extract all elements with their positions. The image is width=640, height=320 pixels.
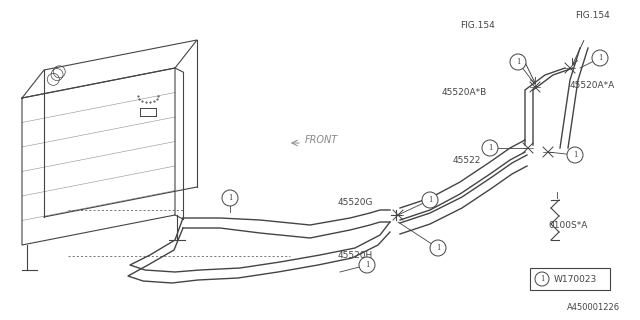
Text: 45520A*B: 45520A*B	[442, 88, 487, 97]
Text: 0100S*A: 0100S*A	[548, 221, 588, 230]
Text: 45520A*A: 45520A*A	[570, 81, 615, 90]
Text: 1: 1	[598, 54, 602, 62]
Text: FRONT: FRONT	[305, 135, 339, 145]
Circle shape	[510, 54, 526, 70]
Circle shape	[222, 190, 238, 206]
Circle shape	[535, 272, 549, 286]
Circle shape	[482, 140, 498, 156]
Text: 1: 1	[540, 275, 544, 283]
Circle shape	[592, 50, 608, 66]
Text: A450001226: A450001226	[567, 303, 620, 312]
Text: 1: 1	[488, 144, 492, 152]
Text: 1: 1	[516, 58, 520, 66]
Text: 1: 1	[573, 151, 577, 159]
Text: 45522: 45522	[453, 156, 481, 165]
Text: 45520H: 45520H	[338, 251, 373, 260]
Text: FIG.154: FIG.154	[460, 21, 495, 30]
Text: 45520G: 45520G	[338, 198, 374, 207]
Circle shape	[430, 240, 446, 256]
Bar	[530, 268, 610, 290]
Text: 1: 1	[428, 196, 432, 204]
Circle shape	[567, 147, 583, 163]
Text: FIG.154: FIG.154	[575, 11, 610, 20]
Text: W170023: W170023	[554, 275, 597, 284]
Text: 1: 1	[365, 261, 369, 269]
Circle shape	[422, 192, 438, 208]
Text: 1: 1	[436, 244, 440, 252]
Circle shape	[359, 257, 375, 273]
Text: 1: 1	[228, 194, 232, 202]
